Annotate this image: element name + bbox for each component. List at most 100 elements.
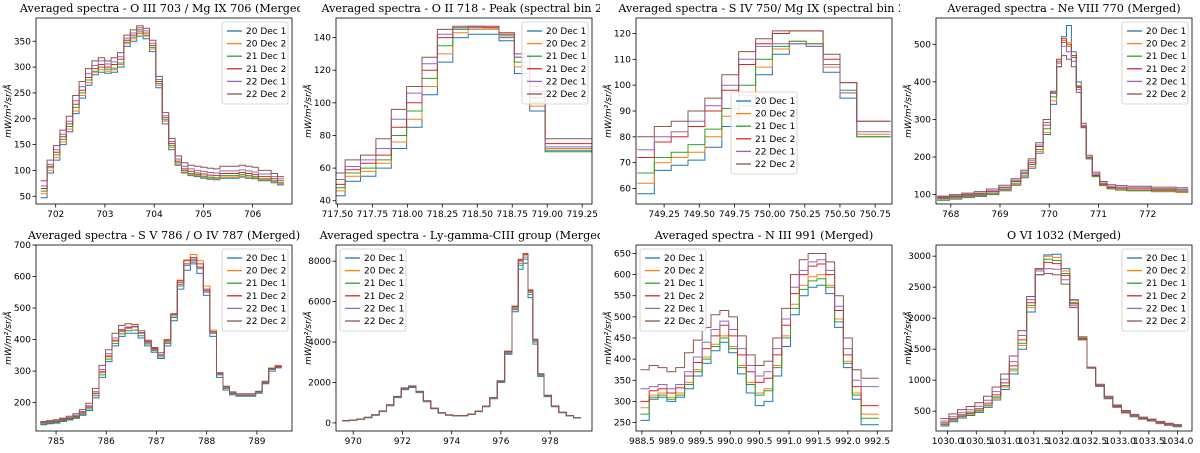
y-tick-label: 120 <box>614 30 631 40</box>
y-tick-label: 450 <box>614 334 631 344</box>
y-tick-label: 2000 <box>908 314 931 324</box>
x-tick-label: 717.50 <box>322 210 354 220</box>
chart-panel: O VI 1032 (Merged) mW/m²/sr/Å 1030.0 1030.5… <box>900 227 1200 453</box>
x-tick-label: 1030.0 <box>932 437 964 447</box>
x-tick-label: 702 <box>47 210 64 220</box>
y-tick-label: 500 <box>914 407 931 417</box>
legend-label: 21 Dec 1 <box>1146 52 1186 62</box>
legend-box <box>1121 248 1189 332</box>
series-group <box>637 30 891 195</box>
y-axis-label: mW/m²/sr/Å <box>302 311 314 365</box>
x-tick-label: 749.25 <box>648 210 680 220</box>
x-tick-label: 988.5 <box>629 437 655 447</box>
series-group <box>342 253 581 422</box>
x-tick-label: 978 <box>542 437 559 447</box>
y-tick-label: 400 <box>614 355 631 365</box>
y-tick-label: 350 <box>14 37 31 47</box>
y-tick-label: 700 <box>14 241 31 251</box>
series-line <box>940 273 1182 426</box>
legend-label: 22 Dec 1 <box>1146 304 1186 314</box>
x-tick-label: 717.75 <box>357 210 389 220</box>
x-tick-label: 749.50 <box>684 210 716 220</box>
chart-svg: Averaged spectra - O II 718 - Peak (spec… <box>302 2 600 220</box>
legend-box <box>1121 21 1189 105</box>
y-tick-label: 100 <box>914 191 931 201</box>
legend: 20 Dec 1 20 Dec 2 21 Dec 1 21 Dec 2 22 Dec 1… <box>1121 21 1189 105</box>
legend-label: 20 Dec 2 <box>246 267 286 277</box>
y-axis-label: mW/m²/sr/Å <box>302 84 314 138</box>
plot-frame <box>335 17 593 205</box>
y-tick-label: 6000 <box>308 298 331 308</box>
y-tick-label: 500 <box>914 40 931 50</box>
legend-label: 20 Dec 2 <box>1146 40 1186 50</box>
y-tick-label: 200 <box>14 115 31 125</box>
series-line <box>336 33 592 197</box>
y-tick-label: 80 <box>620 133 632 143</box>
y-tick-label: 350 <box>614 376 631 386</box>
legend-label: 21 Dec 1 <box>246 52 286 62</box>
y-tick-label: 1500 <box>908 345 931 355</box>
x-tick-label: 990.5 <box>747 437 773 447</box>
legend-label: 22 Dec 2 <box>1146 90 1186 100</box>
chart-panel: Averaged spectra - O II 718 - Peak (spec… <box>300 0 600 226</box>
x-tick-label: 772 <box>1139 210 1156 220</box>
legend-label: 21 Dec 2 <box>1146 65 1186 75</box>
legend: 20 Dec 1 20 Dec 2 21 Dec 1 21 Dec 2 22 Dec 1… <box>639 248 707 332</box>
y-tick-label: 60 <box>320 164 332 174</box>
y-tick-label: 100 <box>614 81 631 91</box>
y-tick-label: 3000 <box>908 252 931 262</box>
legend-label: 20 Dec 1 <box>246 27 286 37</box>
legend-label: 21 Dec 1 <box>364 279 404 289</box>
y-tick-label: 550 <box>614 292 631 302</box>
y-axis-label: mW/m²/sr/Å <box>2 311 14 365</box>
x-tick-label: 750.25 <box>789 210 821 220</box>
x-tick-label: 718.50 <box>462 210 494 220</box>
legend-label: 21 Dec 1 <box>1146 279 1186 289</box>
y-tick-label: 4000 <box>308 338 331 348</box>
series-group <box>940 253 1182 428</box>
legend-box <box>639 248 707 332</box>
legend-label: 21 Dec 1 <box>664 279 704 289</box>
series-line <box>40 25 284 182</box>
series-group <box>40 254 282 426</box>
legend-label: 20 Dec 1 <box>1146 27 1186 37</box>
legend-box <box>221 21 289 105</box>
y-tick-label: 90 <box>620 107 632 117</box>
x-tick-label: 1033.0 <box>1104 437 1136 447</box>
legend-label: 20 Dec 1 <box>664 254 704 264</box>
y-tick-label: 300 <box>14 367 31 377</box>
legend: 20 Dec 1 20 Dec 2 21 Dec 1 21 Dec 2 22 Dec 1… <box>730 91 798 175</box>
legend-box <box>339 248 407 332</box>
legend-label: 20 Dec 2 <box>664 267 704 277</box>
legend-label: 20 Dec 2 <box>364 267 404 277</box>
y-tick-label: 2000 <box>308 378 331 388</box>
y-tick-label: 50 <box>20 192 32 202</box>
chart-panel: Averaged spectra - N III 991 (Merged) mW/… <box>600 227 900 453</box>
series-line <box>937 55 1189 197</box>
x-tick-label: 771 <box>1090 210 1107 220</box>
chart-svg: Averaged spectra - N III 991 (Merged) mW/… <box>602 229 893 447</box>
plot-frame <box>335 244 593 432</box>
legend-label: 20 Dec 1 <box>364 254 404 264</box>
x-tick-label: 1032.5 <box>1076 437 1108 447</box>
legend-label: 22 Dec 2 <box>664 317 704 327</box>
legend-label: 20 Dec 1 <box>1146 254 1186 264</box>
plot-frame <box>935 244 1193 432</box>
y-tick-label: 400 <box>914 78 931 88</box>
legend-label: 21 Dec 2 <box>546 65 586 75</box>
x-tick-label: 718.25 <box>427 210 459 220</box>
chart-title: O VI 1032 (Merged) <box>1007 229 1121 242</box>
legend-label: 22 Dec 1 <box>664 304 704 314</box>
chart-panel: Averaged spectra - Ly-gamma-CIII group (… <box>300 227 600 453</box>
chart-svg: Averaged spectra - O III 703 / Mg IX 706… <box>2 2 300 220</box>
x-tick-label: 769 <box>991 210 1008 220</box>
x-tick-label: 770 <box>1041 210 1058 220</box>
chart-title: Averaged spectra - Ly-gamma-CIII group (… <box>319 229 600 242</box>
legend: 20 Dec 1 20 Dec 2 21 Dec 1 21 Dec 2 22 Dec 1… <box>521 21 589 105</box>
y-tick-label: 200 <box>914 153 931 163</box>
x-tick-label: 972 <box>394 437 411 447</box>
legend: 20 Dec 1 20 Dec 2 21 Dec 1 21 Dec 2 22 Dec 1… <box>339 248 407 332</box>
y-tick-label: 1000 <box>908 376 931 386</box>
legend-label: 21 Dec 2 <box>1146 292 1186 302</box>
